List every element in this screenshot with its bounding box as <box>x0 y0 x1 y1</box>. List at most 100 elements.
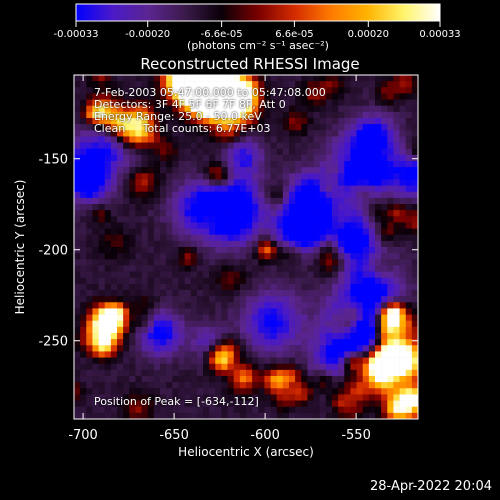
heatmap-cell <box>356 228 364 236</box>
heatmap-cell <box>307 388 314 395</box>
heatmap-cell <box>375 314 382 322</box>
heatmap-cell <box>215 124 222 131</box>
heatmap-cell <box>141 142 149 150</box>
heatmap-cell <box>135 204 142 211</box>
heatmap-cell <box>153 167 161 174</box>
heatmap-cell <box>301 247 308 254</box>
heatmap-cell <box>270 148 278 156</box>
heatmap-cell <box>338 185 345 193</box>
heatmap-cell <box>209 118 216 125</box>
heatmap-cell <box>233 111 241 119</box>
heatmap-cell <box>227 111 235 119</box>
heatmap-cell <box>301 351 308 358</box>
heatmap-cell <box>282 216 290 223</box>
heatmap-cell <box>98 185 106 193</box>
heatmap-cell <box>184 130 192 137</box>
heatmap-cell <box>92 351 99 358</box>
heatmap-cell <box>362 253 370 260</box>
heatmap-cell <box>332 406 339 414</box>
heatmap-cell <box>246 185 253 193</box>
heatmap-cell <box>203 154 210 162</box>
heatmap-cell <box>319 320 327 328</box>
heatmap-cell <box>381 179 388 186</box>
heatmap-cell <box>196 296 204 303</box>
heatmap-cell <box>92 179 99 186</box>
heatmap-cell <box>203 167 210 174</box>
heatmap-cell <box>405 308 413 315</box>
heatmap-cell <box>166 222 173 229</box>
heatmap-cell <box>301 283 308 291</box>
heatmap-cell <box>221 234 228 242</box>
heatmap-cell <box>301 302 308 309</box>
heatmap-cell <box>338 302 345 309</box>
heatmap-cell <box>190 388 198 395</box>
heatmap-cell <box>98 161 106 168</box>
heatmap-cell <box>325 148 333 156</box>
heatmap-cell <box>172 394 179 401</box>
heatmap-cell <box>203 197 210 205</box>
heatmap-cell <box>301 394 308 401</box>
heatmap-cell <box>215 333 222 340</box>
heatmap-cell <box>246 99 253 107</box>
heatmap-cell <box>356 105 364 113</box>
heatmap-cell <box>153 357 161 365</box>
heatmap-cell <box>405 99 413 107</box>
heatmap-cell <box>405 271 413 279</box>
heatmap-cell <box>344 191 351 199</box>
heatmap-cell <box>123 154 130 162</box>
heatmap-cell <box>301 400 308 408</box>
heatmap-cell <box>411 87 419 94</box>
heatmap-cell <box>375 148 382 156</box>
heatmap-cell <box>160 118 167 125</box>
heatmap-cell <box>362 148 370 156</box>
heatmap-cell <box>135 369 142 377</box>
heatmap-cell <box>282 333 290 340</box>
heatmap-cell <box>74 75 81 82</box>
heatmap-cell <box>104 173 112 180</box>
heatmap-cell <box>110 99 118 107</box>
heatmap-cell <box>110 179 118 186</box>
heatmap-cell <box>110 240 118 248</box>
heatmap-cell <box>344 406 351 414</box>
heatmap-cell <box>405 339 413 346</box>
heatmap-cell <box>209 382 216 389</box>
heatmap-cell <box>270 154 278 162</box>
heatmap-cell <box>160 308 167 315</box>
heatmap-cell <box>141 351 149 358</box>
heatmap-cell <box>399 197 407 205</box>
heatmap-cell <box>209 130 216 137</box>
heatmap-cell <box>141 376 149 383</box>
heatmap-cell <box>368 173 376 180</box>
heatmap-cell <box>227 118 235 125</box>
heatmap-cell <box>221 142 228 150</box>
heatmap-cell <box>289 369 296 377</box>
heatmap-cell <box>368 320 376 328</box>
heatmap-cell <box>276 326 284 334</box>
heatmap-cell <box>98 388 106 395</box>
heatmap-cell <box>258 277 265 285</box>
heatmap-cell <box>313 308 321 315</box>
heatmap-cell <box>203 320 210 328</box>
heatmap-cell <box>166 302 173 309</box>
heatmap-cell <box>399 296 407 303</box>
heatmap-cell <box>325 283 333 291</box>
heatmap-cell <box>375 259 382 266</box>
heatmap-cell <box>368 148 376 156</box>
heatmap-cell <box>160 111 167 119</box>
heatmap-cell <box>233 259 241 266</box>
heatmap-cell <box>215 136 222 143</box>
heatmap-cell <box>368 240 376 248</box>
heatmap-cell <box>196 99 204 107</box>
heatmap-cell <box>190 290 198 297</box>
heatmap-cell <box>172 296 179 303</box>
heatmap-cell <box>104 333 112 340</box>
heatmap-cell <box>239 314 247 322</box>
heatmap-cell <box>344 412 351 420</box>
heatmap-cell <box>227 148 235 156</box>
heatmap-cell <box>74 136 81 143</box>
heatmap-cell <box>313 130 321 137</box>
heatmap-cell <box>104 406 112 414</box>
heatmap-cell <box>258 382 265 389</box>
heatmap-cell <box>381 240 388 248</box>
heatmap-cell <box>178 351 185 358</box>
